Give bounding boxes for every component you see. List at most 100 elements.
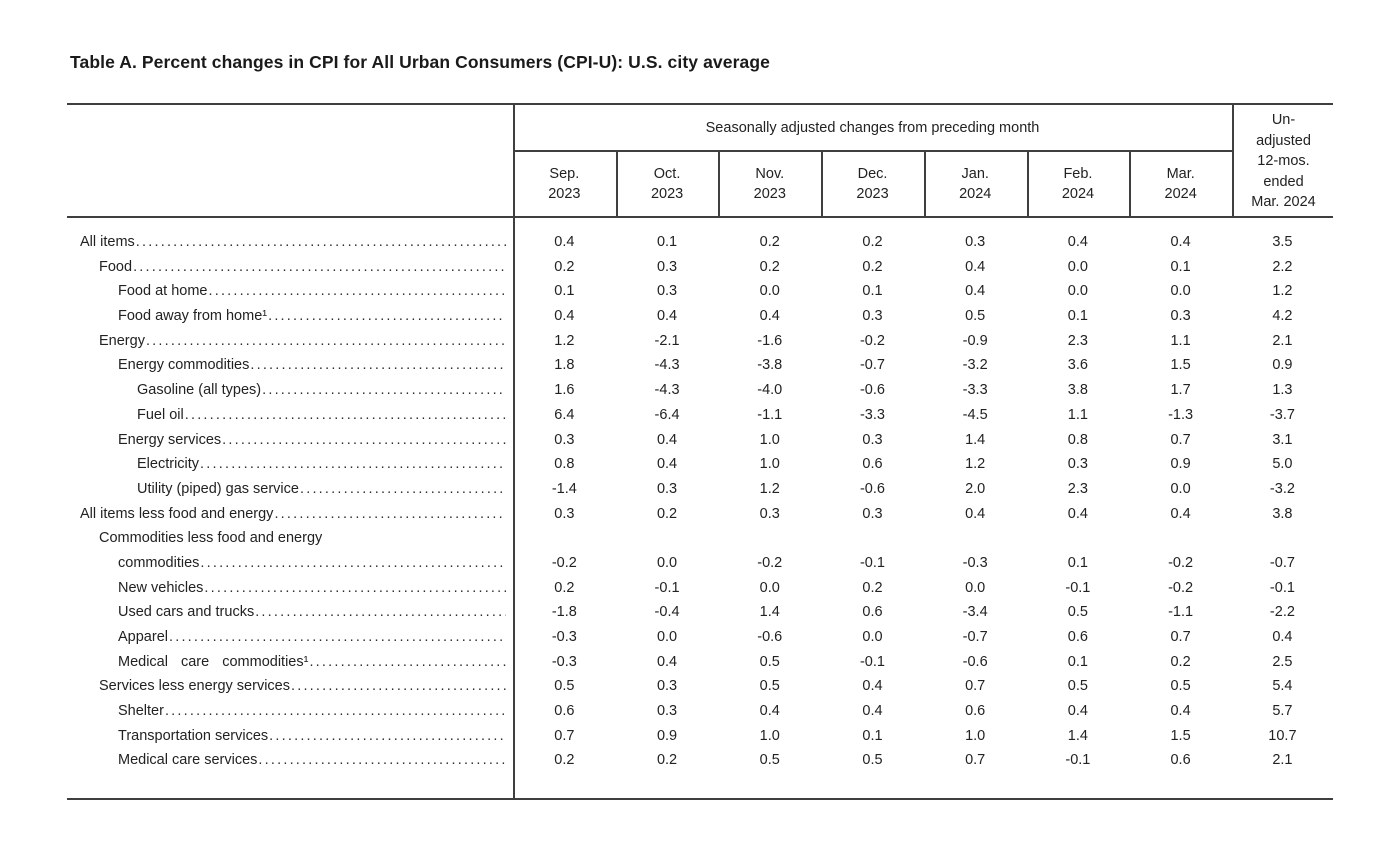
value-cell: 0.0: [656, 554, 678, 571]
dot-leader: [291, 674, 506, 699]
value-cell: 3.8: [1067, 382, 1088, 399]
table-body: All items 0.4 0.1 0.2 0.2 0.3 0.4 0.4 3.5 Food 0.2…: [67, 218, 1333, 773]
value-cell: 1.5: [1170, 357, 1191, 374]
unadjusted-column-divider: [1232, 103, 1234, 218]
spanner-underline-rule: [513, 150, 1232, 152]
value-cell: 0.5: [862, 752, 883, 769]
value-cell: 0.4: [1067, 234, 1088, 250]
table-row: Gasoline (all types) 1.6 -4.3 -4.0 -0.6 -3.3 3…: [67, 378, 1333, 403]
value-cell: 4.2: [1272, 308, 1293, 325]
value-cell: 0.3: [656, 258, 678, 275]
row-label: Apparel: [67, 625, 513, 650]
dot-leader: [269, 724, 506, 749]
table-row: Food away from home¹ 0.4 0.4 0.4 0.3 0.5 0.1 0.…: [67, 304, 1333, 329]
value-cell: 0.5: [554, 678, 575, 695]
value-cell: 0.7: [965, 678, 986, 695]
table-row: Utility (piped) gas service -1.4 0.3 1.2 -0.…: [67, 477, 1333, 502]
value-cell: -0.6: [859, 382, 885, 399]
value-cell: 0.4: [1170, 234, 1191, 250]
dot-leader: [262, 378, 506, 403]
value-cell: 1.1: [1067, 406, 1088, 423]
row-label: All items less food and energy: [67, 502, 513, 527]
value-cell: 0.1: [1067, 308, 1088, 325]
value-cell: 1.4: [1067, 727, 1088, 744]
value-cell: -4.5: [962, 406, 988, 423]
table-row: All items less food and energy 0.3 0.2 0.3 0…: [67, 502, 1333, 527]
value-cell: 1.5: [1170, 727, 1191, 744]
value-cell: 0.4: [965, 258, 986, 275]
value-cell: -3.7: [1269, 406, 1295, 423]
value-cell: 0.3: [554, 431, 575, 448]
value-cell: 0.2: [759, 258, 780, 275]
value-cell: 0.4: [1272, 629, 1293, 646]
dot-leader: [258, 748, 506, 773]
value-cell: 0.6: [554, 703, 575, 720]
value-cell: -0.1: [1065, 752, 1091, 769]
value-cell: 0.5: [1170, 678, 1191, 695]
month-header: Dec. 2023: [856, 166, 889, 202]
value-cell: 0.4: [759, 308, 780, 325]
row-label: Commodities less food and energy commodit…: [67, 526, 513, 575]
value-cell: 0.0: [1170, 283, 1191, 300]
dot-leader: [250, 353, 506, 378]
table-row: Apparel -0.3 0.0 -0.6 0.0 -0.7 0.6 0.7 0.4: [67, 625, 1333, 650]
value-cell: -0.3: [962, 554, 988, 571]
value-cell: 2.5: [1272, 653, 1293, 670]
value-cell: 1.8: [554, 357, 575, 374]
table-top-rule: [67, 103, 1333, 105]
value-cell: -3.2: [962, 357, 988, 374]
value-cell: 1.2: [1272, 283, 1293, 300]
row-label: Food at home: [67, 279, 513, 304]
value-cell: 5.0: [1272, 456, 1293, 473]
value-cell: 0.7: [1170, 431, 1191, 448]
row-label: Electricity: [67, 452, 513, 477]
value-cell: 1.6: [554, 382, 575, 399]
dot-leader: [309, 650, 506, 675]
value-cell: 0.1: [1067, 653, 1088, 670]
value-cell: -0.9: [962, 332, 988, 349]
month-header-row: Sep. 2023 Oct. 2023 Nov. 2023 Dec. 2023 …: [513, 152, 1232, 216]
value-cell: 6.4: [554, 406, 575, 423]
value-cell: 0.5: [759, 678, 780, 695]
value-cell: 0.4: [965, 283, 986, 300]
value-cell: 1.2: [759, 480, 780, 497]
value-cell: -3.3: [859, 406, 885, 423]
value-cell: 0.3: [656, 703, 678, 720]
table-row: Medical care services 0.2 0.2 0.5 0.5 0.7 -0.1…: [67, 748, 1333, 773]
value-cell: -0.6: [757, 629, 783, 646]
value-cell: 1.0: [759, 727, 780, 744]
value-cell: 0.1: [862, 727, 883, 744]
value-cell: 0.2: [862, 234, 883, 250]
value-cell: 0.3: [656, 283, 678, 300]
value-cell: 0.5: [759, 653, 780, 670]
value-cell: -0.6: [962, 653, 988, 670]
value-cell: 0.6: [965, 703, 986, 720]
value-cell: 1.4: [965, 431, 986, 448]
value-cell: 1.0: [759, 456, 780, 473]
month-header: Sep. 2023: [548, 166, 581, 202]
value-cell: 2.3: [1067, 480, 1088, 497]
month-header: Jan. 2024: [959, 166, 992, 202]
page-title: Table A. Percent changes in CPI for All …: [70, 52, 770, 72]
table-row: Energy services 0.3 0.4 1.0 0.3 1.4 0.8 0.7 3.1: [67, 428, 1333, 453]
value-cell: 0.2: [554, 579, 575, 596]
dot-leader: [300, 477, 506, 502]
value-cell: -4.0: [757, 382, 783, 399]
row-label: Energy: [67, 329, 513, 354]
value-cell: 0.0: [759, 283, 780, 300]
value-cell: 0.5: [965, 308, 986, 325]
value-cell: -0.1: [1065, 579, 1091, 596]
value-cell: 0.4: [656, 431, 678, 448]
value-cell: 0.2: [862, 579, 883, 596]
value-cell: 0.4: [862, 703, 883, 720]
value-cell: -6.4: [654, 406, 680, 423]
value-cell: 0.2: [554, 752, 575, 769]
month-column-divider: [1026, 152, 1029, 216]
row-label: Gasoline (all types): [67, 378, 513, 403]
value-cell: -3.3: [962, 382, 988, 399]
cpi-table: Seasonally adjusted changes from precedi…: [67, 103, 1333, 800]
value-cell: 0.0: [1170, 480, 1191, 497]
value-cell: -2.1: [654, 332, 680, 349]
value-cell: -0.2: [757, 554, 783, 571]
row-label: Energy commodities: [67, 353, 513, 378]
